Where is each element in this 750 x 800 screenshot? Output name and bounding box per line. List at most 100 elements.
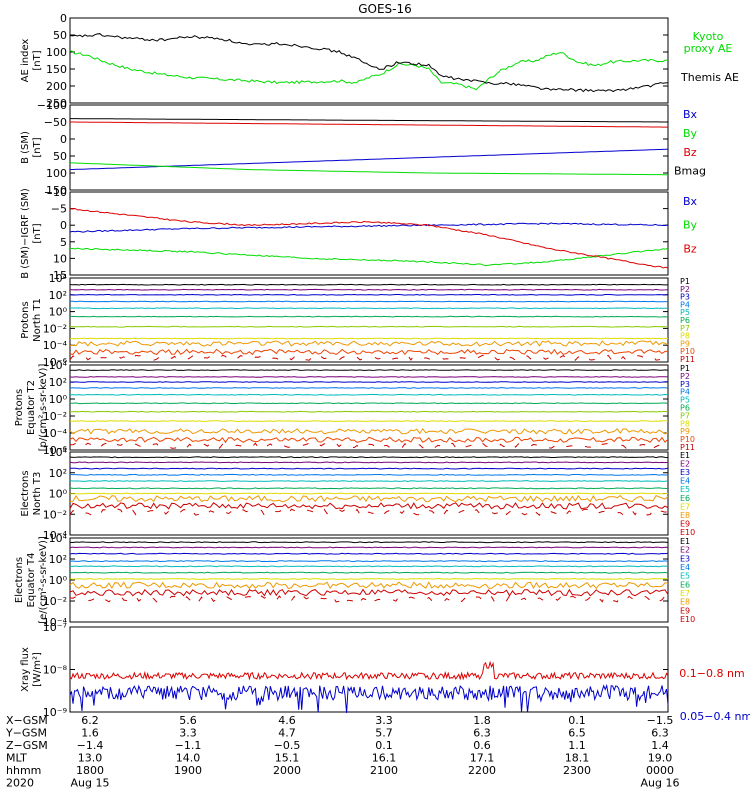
legend-entry: P4 bbox=[680, 388, 690, 397]
x-axis-value: 4.7 bbox=[278, 727, 296, 740]
y-tick-label: 200 bbox=[46, 80, 67, 93]
y-axis-label: Xray flux bbox=[20, 647, 31, 692]
legend-entry: E3 bbox=[680, 554, 690, 563]
y-tick-label: 50 bbox=[53, 29, 67, 42]
series-line-p8 bbox=[69, 337, 669, 340]
legend-entry: P9 bbox=[680, 427, 690, 436]
y-axis-label: North T3 bbox=[32, 472, 43, 516]
legend-entry: E7 bbox=[680, 502, 690, 511]
legend-entry: P6 bbox=[680, 404, 690, 413]
panel-protons-north: 10⁻⁶ 10⁻⁴ 10⁻² 10⁰ 10² 10⁴ Protons North T1 P1P2… bbox=[20, 272, 695, 369]
y-axis-label: [nT] bbox=[32, 50, 43, 70]
x-axis-row-label: hhmm bbox=[6, 764, 41, 777]
x-axis-value: −1.5 bbox=[647, 714, 674, 727]
series-line-e10 bbox=[69, 508, 669, 516]
legend-entry: P5 bbox=[680, 396, 690, 405]
series-line-p4 bbox=[69, 300, 668, 303]
series-line-p10 bbox=[69, 348, 669, 356]
y-tick-label: 10⁻⁴ bbox=[43, 616, 68, 629]
legend-entry: proxy AE bbox=[684, 42, 733, 55]
legend-entry: E5 bbox=[680, 572, 690, 581]
x-axis-value: 0000 bbox=[646, 764, 674, 777]
x-axis-value: 1.1 bbox=[568, 739, 586, 752]
series-line-e2 bbox=[69, 546, 669, 549]
y-tick-label: 10⁻² bbox=[43, 322, 67, 335]
series-line-e3 bbox=[70, 467, 669, 470]
legend-entry: P11 bbox=[680, 355, 695, 364]
y-tick-label: 10⁰ bbox=[49, 306, 68, 319]
y-axis-label: [W/m²] bbox=[32, 652, 43, 687]
panel-frame bbox=[69, 104, 669, 191]
x-axis-value: 6.3 bbox=[651, 727, 669, 740]
legend-entry: P10 bbox=[680, 347, 695, 356]
legend-entry: Bmag bbox=[674, 165, 706, 178]
y-tick-label: 10² bbox=[49, 553, 67, 566]
series-line-p3 bbox=[69, 293, 669, 296]
x-axis-row-label: 2020 bbox=[6, 777, 34, 790]
y-tick-label: 10⁰ bbox=[49, 393, 68, 406]
x-axis-value: 0.6 bbox=[473, 739, 491, 752]
x-axis-value: 2300 bbox=[563, 764, 591, 777]
x-axis-value: 5.7 bbox=[375, 727, 393, 740]
y-tick-label: 10⁴ bbox=[49, 272, 68, 285]
series-line-bz bbox=[70, 121, 668, 128]
series-line-e8 bbox=[69, 581, 669, 590]
panel-frame bbox=[69, 191, 669, 276]
x-axis-value: 17.1 bbox=[470, 752, 495, 765]
legend-entry: Kyoto bbox=[693, 30, 724, 43]
series-line-p1 bbox=[69, 369, 669, 371]
series-line-e1 bbox=[69, 541, 669, 544]
y-tick-label: 150 bbox=[46, 63, 67, 76]
series-line-p11 bbox=[69, 354, 669, 362]
legend-entry: P1 bbox=[680, 277, 690, 286]
y-axis-label: Protons bbox=[14, 389, 25, 426]
x-axis-value: 2000 bbox=[273, 764, 301, 777]
legend-entry: P10 bbox=[680, 435, 695, 444]
series-line-0-05-0-4-nm bbox=[69, 683, 669, 713]
x-axis-value: 4.6 bbox=[278, 714, 296, 727]
legend-entry: P8 bbox=[680, 419, 690, 428]
series-line-p3 bbox=[69, 381, 669, 383]
x-axis-value: 18.1 bbox=[565, 752, 590, 765]
legend-entry: P3 bbox=[680, 293, 690, 302]
y-tick-label: 10⁻⁶ bbox=[43, 444, 68, 457]
legend-entry: By bbox=[683, 219, 698, 232]
legend-entry: E10 bbox=[680, 528, 695, 537]
series-line-bx bbox=[69, 222, 669, 233]
series-line-e5 bbox=[70, 565, 669, 568]
legend-entry: E4 bbox=[680, 563, 690, 572]
legend-entry: E10 bbox=[680, 615, 695, 624]
x-axis-value: 19.0 bbox=[648, 752, 673, 765]
y-axis-label: Electrons bbox=[14, 557, 25, 603]
series-line-e9 bbox=[69, 502, 669, 510]
legend-entry: P1 bbox=[680, 364, 690, 373]
series-line-p9 bbox=[69, 340, 669, 347]
y-axis-label: Protons bbox=[20, 301, 31, 338]
legend-entry: Bz bbox=[683, 242, 697, 255]
legend-entry: E8 bbox=[680, 511, 690, 520]
y-tick-label: 10⁻² bbox=[43, 508, 67, 521]
x-axis-value: Aug 15 bbox=[71, 777, 110, 790]
y-axis-label: Equator T4 bbox=[26, 553, 37, 608]
series-line-p4 bbox=[69, 387, 669, 389]
panel-xray: 10⁻⁷ 10⁻⁸ 10⁻⁹ Xray flux [W/m²] 0.1−0.8 nm 0.0… bbox=[20, 621, 750, 723]
legend-entry: E7 bbox=[680, 589, 690, 598]
y-tick-label: 250 bbox=[46, 97, 67, 110]
legend-entry: Themis AE bbox=[680, 71, 739, 84]
x-axis-value: −1.4 bbox=[77, 739, 104, 752]
legend-entry: E9 bbox=[680, 519, 690, 528]
legend-entry: P9 bbox=[680, 339, 690, 348]
y-tick-label: 10⁴ bbox=[49, 359, 68, 372]
series-line-by bbox=[69, 247, 669, 267]
series-line-p6 bbox=[69, 402, 669, 405]
series-line-p10 bbox=[69, 436, 669, 444]
legend-entry: P7 bbox=[680, 411, 690, 420]
y-tick-label: 10² bbox=[49, 289, 67, 302]
series-line-e7 bbox=[69, 492, 669, 495]
series-line-e6 bbox=[69, 571, 669, 574]
x-axis-value: 1.6 bbox=[81, 727, 99, 740]
